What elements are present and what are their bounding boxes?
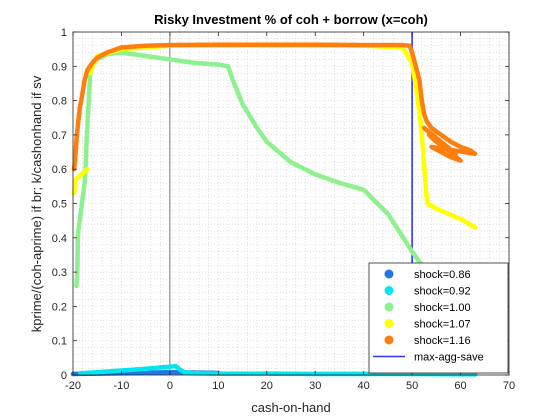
legend-label: shock=1.07: [414, 319, 471, 331]
y-tick-label: 0.9: [52, 61, 67, 73]
y-tick-label: 0.3: [52, 267, 67, 279]
x-tick-label: 60: [454, 380, 466, 392]
legend-label: shock=0.86: [414, 269, 471, 281]
y-axis-label: kprime/(coh-aprime) if br; k/cashonhand …: [29, 75, 44, 332]
legend-label: max-agg-save: [414, 352, 484, 364]
legend-dot-swatch: [384, 335, 394, 345]
x-tick-label: 0: [167, 380, 173, 392]
x-tick-label: 70: [503, 380, 515, 392]
x-tick-label: 10: [212, 380, 224, 392]
x-tick-label: 40: [358, 380, 370, 392]
data-point: [472, 225, 478, 230]
legend-label: shock=1.16: [414, 335, 471, 347]
data-point: [421, 125, 427, 131]
y-tick-label: 1: [61, 27, 67, 39]
series-shock=1.00: [74, 50, 429, 289]
y-tick-label: 0.4: [52, 233, 67, 245]
legend-item: shock=0.92: [384, 286, 471, 298]
x-tick-label: 50: [406, 380, 418, 392]
legend-dot-swatch: [384, 302, 394, 312]
x-tick-label: -20: [65, 380, 81, 392]
axis-ticks: -20 -10 0 10 20 30 40 50 60 70 0 0.1 0.2 0.3 0.4 0.5 0.6…: [52, 27, 515, 392]
series-shock=1.16: [71, 42, 478, 172]
legend-item: shock=1.07: [384, 319, 471, 331]
data-series: [70, 42, 478, 377]
y-tick-label: 0.7: [52, 130, 67, 142]
y-tick-label: 0.1: [52, 336, 67, 348]
legend-box: [368, 262, 509, 374]
legend-label: shock=0.92: [414, 286, 471, 298]
x-tick-label: 30: [309, 380, 321, 392]
legend-item: shock=1.00: [384, 302, 471, 314]
data-point: [85, 166, 90, 172]
y-tick-label: 0.5: [52, 199, 67, 211]
y-tick-label: 0.2: [52, 301, 67, 313]
legend-item: shock=1.16: [384, 335, 471, 347]
plot-area: -20 -10 0 10 20 30 40 50 60 70 0 0.1 0.2 0.3 0.4 0.5 0.6…: [52, 27, 515, 392]
y-tick-label: 0.8: [52, 96, 67, 108]
legend-label: shock=1.00: [414, 302, 471, 314]
chart-title: Risky Investment % of coh + borrow (x=co…: [154, 12, 428, 27]
legend-item: shock=0.86: [384, 269, 471, 281]
x-tick-label: -10: [113, 380, 129, 392]
legend: shock=0.86 shock=0.92 shock=1.00 shock=1.07…: [368, 262, 509, 374]
legend-dot-swatch: [384, 269, 394, 279]
legend-items: shock=0.86 shock=0.92 shock=1.00 shock=1.07…: [373, 269, 484, 364]
y-tick-label: 0: [61, 370, 67, 382]
legend-dot-swatch: [384, 319, 394, 328]
y-tick-label: 0.6: [52, 164, 67, 176]
legend-dot-swatch: [384, 286, 394, 295]
legend-item: max-agg-save: [373, 352, 484, 364]
x-tick-label: 20: [261, 380, 273, 392]
x-axis-label: cash-on-hand: [251, 400, 331, 415]
